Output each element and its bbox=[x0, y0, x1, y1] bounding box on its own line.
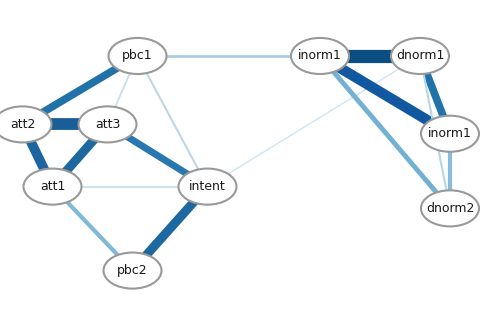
Text: att1: att1 bbox=[40, 180, 65, 193]
Text: inorm1: inorm1 bbox=[428, 127, 472, 140]
Text: pbc1: pbc1 bbox=[122, 49, 153, 63]
Circle shape bbox=[108, 38, 166, 74]
Circle shape bbox=[104, 253, 162, 289]
Circle shape bbox=[291, 38, 349, 74]
Text: att3: att3 bbox=[95, 118, 120, 131]
Text: dnorm2: dnorm2 bbox=[426, 202, 474, 215]
Circle shape bbox=[24, 169, 82, 205]
Circle shape bbox=[78, 106, 136, 142]
Text: inorm1: inorm1 bbox=[298, 49, 342, 63]
Text: dnorm1: dnorm1 bbox=[396, 49, 444, 63]
Circle shape bbox=[391, 38, 449, 74]
Text: att2: att2 bbox=[10, 118, 35, 131]
Text: intent: intent bbox=[189, 180, 226, 193]
Circle shape bbox=[178, 169, 236, 205]
Circle shape bbox=[421, 190, 479, 226]
Text: pbc2: pbc2 bbox=[117, 264, 148, 277]
Circle shape bbox=[421, 116, 479, 152]
Circle shape bbox=[0, 106, 52, 142]
